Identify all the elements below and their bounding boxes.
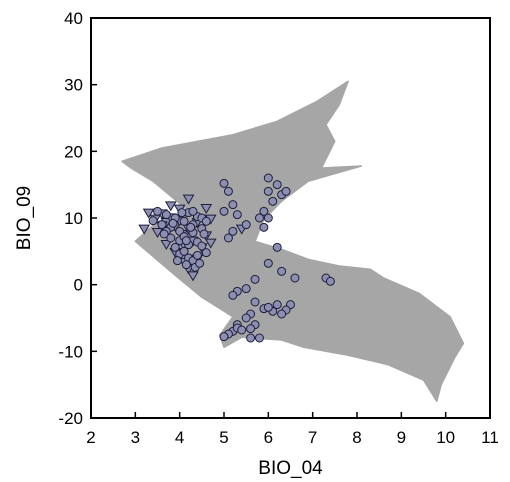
circle-point (232, 210, 242, 220)
circle-point (148, 216, 158, 226)
x-tick-label: 10 (436, 428, 455, 447)
y-tick-label: 0 (74, 276, 83, 295)
triangle-point (142, 208, 155, 219)
x-tick-label: 9 (397, 428, 406, 447)
circle-point (177, 208, 187, 218)
circle-point (259, 206, 269, 216)
circle-point (241, 284, 251, 294)
circle-point (188, 206, 198, 216)
circle-point (263, 186, 273, 196)
circle-point (228, 200, 238, 210)
background-cloud-region (121, 80, 465, 403)
circle-point (201, 216, 211, 226)
circle-point (241, 313, 251, 323)
circle-point (268, 196, 278, 206)
x-axis-label: BIO_04 (258, 458, 323, 479)
circle-point (259, 222, 269, 232)
circle-point (254, 333, 264, 343)
triangle-point (182, 194, 195, 205)
circle-point (272, 300, 282, 310)
circle-point (277, 309, 287, 319)
circle-point (179, 216, 189, 226)
circle-point (325, 276, 335, 286)
circle-point (181, 236, 191, 246)
circle-point (263, 258, 273, 268)
circle-point (181, 260, 191, 270)
circle-point (159, 229, 169, 239)
x-tick-label: 11 (481, 428, 499, 447)
circle-point (272, 242, 282, 252)
x-tick-label: 5 (219, 428, 228, 447)
circle-point (263, 302, 273, 312)
circle-point (219, 178, 229, 188)
triangle-point (138, 224, 151, 235)
circle-point (277, 266, 287, 276)
circle-point (250, 274, 260, 284)
circle-point (290, 273, 300, 283)
x-tick-label: 6 (264, 428, 273, 447)
background-point-cloud (121, 80, 465, 403)
circle-point (166, 233, 176, 243)
circle-point (263, 173, 273, 183)
circle-point (192, 250, 202, 260)
circle-point (161, 210, 171, 220)
circle-point (246, 324, 256, 334)
x-tick-label: 2 (86, 428, 95, 447)
circle-point (228, 290, 238, 300)
x-tick-label: 7 (308, 428, 317, 447)
circle-point (219, 332, 229, 342)
circle-point (201, 248, 211, 258)
x-tick-label: 8 (352, 428, 361, 447)
y-tick-label: 30 (64, 76, 83, 95)
triangle-point (204, 238, 217, 249)
data-points (138, 173, 335, 343)
circle-point (250, 297, 260, 307)
x-tick-label: 4 (175, 428, 184, 447)
y-tick-label: -20 (58, 409, 83, 428)
circle-point (241, 220, 251, 230)
circle-point (179, 246, 189, 256)
plot-frame (90, 17, 491, 419)
circle-point (263, 213, 273, 223)
circle-point (237, 325, 247, 335)
triangle-point (200, 204, 213, 214)
triangle-point (187, 271, 199, 282)
circle-point (172, 256, 182, 266)
circle-point (157, 220, 167, 230)
circle-point (170, 242, 180, 252)
x-tick-label: 3 (131, 428, 140, 447)
circle-point (197, 241, 207, 251)
triangle-point (164, 201, 177, 212)
triangle-point (160, 240, 173, 250)
y-tick-label: 40 (64, 9, 83, 28)
y-tick-label: 10 (64, 209, 83, 228)
circle-point (246, 333, 256, 343)
circle-point (153, 206, 162, 216)
circle-point (272, 180, 282, 190)
y-tick-label: -10 (58, 342, 83, 361)
circle-point (186, 222, 196, 232)
circle-point (199, 229, 209, 239)
y-axis-label: BIO_09 (14, 186, 35, 250)
circle-point (281, 186, 291, 196)
y-tick-label: 20 (64, 142, 83, 161)
circle-point (223, 186, 233, 196)
circle-point (168, 218, 178, 228)
circle-point (195, 258, 205, 268)
circle-point (228, 226, 238, 236)
circle-point (254, 213, 264, 223)
circle-point (219, 206, 229, 216)
circle-point (223, 233, 233, 243)
